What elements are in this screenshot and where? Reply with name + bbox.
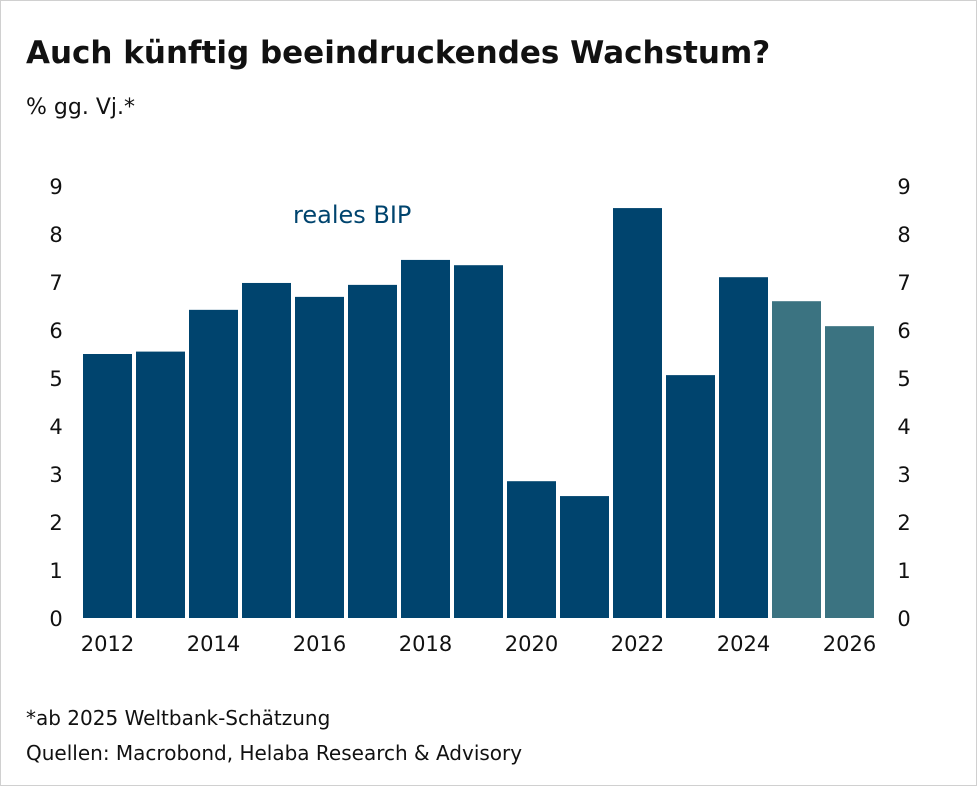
x-tick-label: 2026: [823, 632, 876, 656]
bar-2025: [772, 301, 821, 618]
bar-2014: [189, 309, 238, 618]
bar-2018: [401, 259, 450, 618]
y-tick-left: 9: [49, 175, 62, 199]
series-label: reales BIP: [293, 201, 411, 229]
y-tick-right: 2: [897, 511, 910, 535]
y-tick-left: 3: [49, 463, 62, 487]
bar-2015: [242, 282, 291, 618]
y-tick-right: 4: [897, 415, 910, 439]
x-tick-label: 2022: [611, 632, 664, 656]
y-tick-right: 3: [897, 463, 910, 487]
bar-2017: [348, 284, 397, 618]
y-tick-left: 6: [49, 319, 62, 343]
bar-2013: [136, 351, 185, 618]
x-tick-label: 2014: [187, 632, 240, 656]
y-tick-right: 9: [897, 175, 910, 199]
bar-chart: reales BIP 0 1 2 3 4 5 6 7 8 9 0 1 2 3 4 5 6 7 8 9 2012 201…: [49, 175, 910, 656]
bar-2020: [507, 481, 556, 618]
bar-2024: [719, 277, 768, 618]
chart-title: Auch künftig beeindruckendes Wachstum?: [26, 35, 771, 71]
bar-2021: [560, 496, 609, 618]
y-tick-right: 7: [897, 271, 910, 295]
x-tick-label: 2020: [505, 632, 558, 656]
y-tick-left: 2: [49, 511, 62, 535]
y-tick-left: 1: [49, 559, 62, 583]
bar-2022: [613, 208, 662, 618]
bar-2016: [295, 296, 344, 618]
x-tick-label: 2024: [717, 632, 770, 656]
y-tick-left: 8: [49, 223, 62, 247]
y-tick-left: 4: [49, 415, 62, 439]
x-tick-label: 2018: [399, 632, 452, 656]
y-tick-left: 0: [49, 607, 62, 631]
y-tick-right: 5: [897, 367, 910, 391]
x-tick-label: 2016: [293, 632, 346, 656]
y-tick-left: 5: [49, 367, 62, 391]
y-tick-right: 1: [897, 559, 910, 583]
bar-2012: [83, 354, 132, 618]
bar-2026: [825, 326, 874, 618]
y-tick-left: 7: [49, 271, 62, 295]
y-tick-right: 8: [897, 223, 910, 247]
x-tick-label: 2012: [81, 632, 134, 656]
footnote: *ab 2025 Weltbank-Schätzung: [26, 706, 331, 730]
source-note: Quellen: Macrobond, Helaba Research & Ad…: [26, 741, 523, 765]
bar-2019: [454, 265, 503, 618]
y-tick-right: 6: [897, 319, 910, 343]
bar-2023: [666, 375, 715, 618]
y-tick-right: 0: [897, 607, 910, 631]
chart-subtitle: % gg. Vj.*: [26, 95, 135, 120]
